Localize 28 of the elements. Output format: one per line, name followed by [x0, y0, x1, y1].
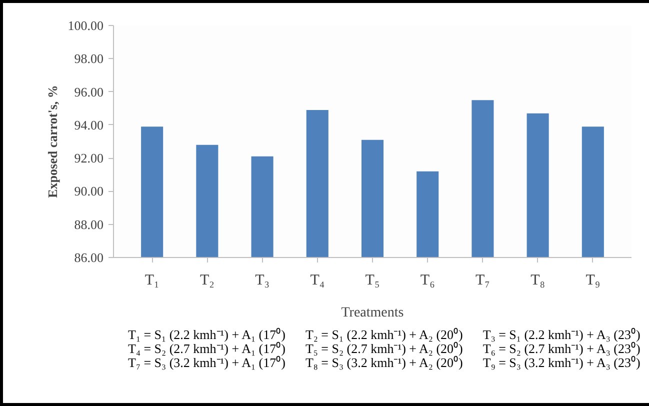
y-tick-label: 92.00 [74, 150, 104, 166]
y-tick-label: 96.00 [74, 84, 104, 100]
y-tick-label: 88.00 [74, 216, 104, 232]
x-tick-label: T₈ [530, 272, 546, 288]
x-tick-label: T₉ [586, 272, 600, 288]
x-tick-label: T₅ [365, 272, 380, 288]
x-tick-label: T₇ [476, 272, 490, 288]
text: T₂ = S₁ (2.2 kmh⁻¹) + A₂ (20⁰) [304, 327, 464, 342]
text: T₇ = S₃ (3.2 kmh⁻¹) + A₁ (17⁰) [127, 355, 286, 370]
text: T₃ = S₁ (2.2 kmh⁻¹) + A₃ (23⁰) [482, 327, 642, 342]
x-tick-label: T₄ [310, 272, 325, 288]
x-tick-label: T₂ [200, 272, 214, 288]
text: T₆ = S₂ (2.7 kmh⁻¹) + A₃ (23⁰) [482, 341, 642, 356]
y-tick-label: 100.00 [68, 18, 104, 33]
x-tick-label: T₃ [255, 272, 270, 288]
y-tick-label: 94.00 [74, 117, 104, 132]
text: T₁ = S₁ (2.2 kmh⁻¹) + A₁ (17⁰) [127, 327, 286, 342]
x-tick-label: T₁ [144, 272, 160, 288]
y-tick-label: 98.00 [74, 51, 104, 66]
x-tick-label: T₆ [420, 272, 435, 288]
y-axis-title: Exposed carrot's, % [44, 85, 60, 198]
text: T₉ = S₃ (3.2 kmh⁻¹) + A₃ (23⁰) [482, 355, 642, 370]
y-tick-label: 90.00 [74, 184, 104, 199]
x-axis-title: Treatments [341, 306, 404, 320]
text: T₄ = S₂ (2.7 kmh⁻¹) + A₁ (17⁰) [127, 341, 286, 356]
text: T₅ = S₂ (2.7 kmh⁻¹) + A₂ (20⁰) [304, 341, 464, 356]
y-tick-label: 86.00 [74, 250, 104, 265]
text: T₈ = S₃ (3.2 kmh⁻¹) + A₂ (20⁰) [304, 355, 464, 370]
